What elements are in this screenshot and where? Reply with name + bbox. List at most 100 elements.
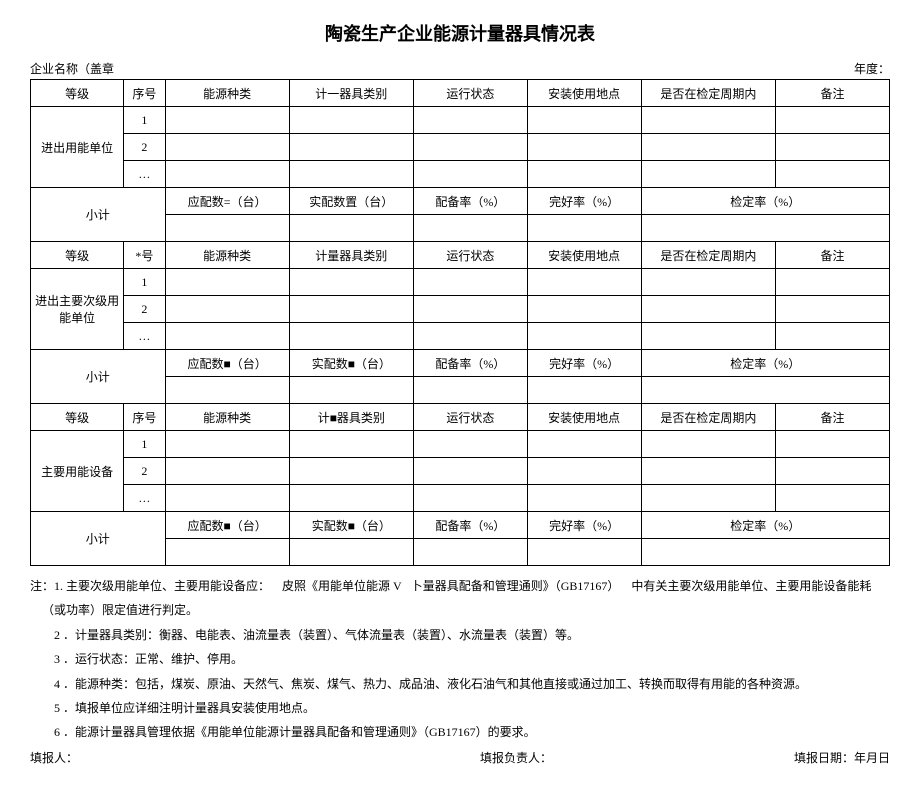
col-level: 等级 <box>31 242 124 269</box>
cell <box>641 107 776 134</box>
cell <box>413 377 527 404</box>
col-install-loc: 安装使用地点 <box>527 242 641 269</box>
cell <box>776 485 890 512</box>
cell <box>641 539 889 566</box>
cell-seq: 1 <box>124 269 165 296</box>
table-row: 进出用能单位 1 <box>31 107 890 134</box>
subtotal-label: 小计 <box>31 188 166 242</box>
cell <box>413 431 527 458</box>
subtotal-cell: 实配数置（台） <box>289 188 413 215</box>
col-energy-type: 能源种类 <box>165 80 289 107</box>
cell <box>289 539 413 566</box>
subtotal-cell: 应配数=（台） <box>165 188 289 215</box>
col-seq: 序号 <box>124 80 165 107</box>
cell <box>776 458 890 485</box>
cell <box>289 107 413 134</box>
cell <box>641 269 776 296</box>
cell <box>527 431 641 458</box>
cell <box>641 458 776 485</box>
cell <box>289 134 413 161</box>
cell <box>776 107 890 134</box>
year-label: 年度： <box>854 60 890 77</box>
table-header-row: 等级 *号 能源种类 计量器具类别 运行状态 安装使用地点 是否在检定周期内 备… <box>31 242 890 269</box>
subtotal-cell: 应配数■（台） <box>165 350 289 377</box>
header-row: 企业名称（盖章 年度： <box>30 60 890 77</box>
cell <box>776 134 890 161</box>
table-row: … <box>31 161 890 188</box>
table-row: … <box>31 323 890 350</box>
col-level: 等级 <box>31 404 124 431</box>
cell <box>641 296 776 323</box>
cell <box>165 377 289 404</box>
col-meter-type: 计一器具类别 <box>289 80 413 107</box>
note-text: 中有关主要次级用能单位、主要用能设备能耗 <box>631 579 871 593</box>
cell <box>165 539 289 566</box>
col-remark: 备注 <box>776 404 890 431</box>
table-row: … <box>31 485 890 512</box>
report-date-label: 填报日期：年月日 <box>794 749 890 766</box>
section-label: 进出主要次级用能单位 <box>31 269 124 350</box>
cell <box>289 323 413 350</box>
cell <box>641 377 889 404</box>
cell <box>413 539 527 566</box>
table-row: 2 <box>31 134 890 161</box>
col-seq: 序号 <box>124 404 165 431</box>
cell <box>413 485 527 512</box>
col-meter-type: 计量器具类别 <box>289 242 413 269</box>
cell <box>527 134 641 161</box>
cell <box>413 458 527 485</box>
col-level: 等级 <box>31 80 124 107</box>
cell <box>289 377 413 404</box>
cell-seq: 1 <box>124 431 165 458</box>
cell-seq: 2 <box>124 134 165 161</box>
cell <box>527 458 641 485</box>
col-remark: 备注 <box>776 80 890 107</box>
cell <box>776 296 890 323</box>
cell <box>527 107 641 134</box>
cell <box>776 431 890 458</box>
col-energy-type: 能源种类 <box>165 404 289 431</box>
cell-seq: 2 <box>124 458 165 485</box>
cell <box>527 485 641 512</box>
col-seq: *号 <box>124 242 165 269</box>
note-4: 4 ．能源种类：包括，煤炭、原油、天然气、焦炭、煤气、热力、成品油、液化石油气和… <box>30 674 890 694</box>
col-within-period: 是否在检定周期内 <box>641 80 776 107</box>
subtotal-cell: 检定率（%） <box>641 350 889 377</box>
cell <box>165 431 289 458</box>
cell-seq: … <box>124 485 165 512</box>
col-remark: 备注 <box>776 242 890 269</box>
subtotal-cell: 检定率（%） <box>641 188 889 215</box>
cell <box>776 161 890 188</box>
cell <box>641 485 776 512</box>
note-6: 6 ．能源计量器具管理依据《用能单位能源计量器具配备和管理通则》（GB17167… <box>30 722 890 742</box>
cell <box>641 431 776 458</box>
notes-section: 注：1. 主要次级用能单位、主要用能设备应： 皮照《用能单位能源 V 卜量器具配… <box>30 576 890 743</box>
cell <box>165 458 289 485</box>
col-run-state: 运行状态 <box>413 80 527 107</box>
cell <box>165 323 289 350</box>
subtotal-cell: 配备率（%） <box>413 512 527 539</box>
note-text: 卜量器具配备和管理通则》（GB17167） <box>411 579 620 593</box>
cell <box>413 269 527 296</box>
cell <box>527 539 641 566</box>
table-row: 2 <box>31 458 890 485</box>
cell <box>413 215 527 242</box>
col-run-state: 运行状态 <box>413 242 527 269</box>
cell <box>165 296 289 323</box>
subtotal-cell: 配备率（%） <box>413 188 527 215</box>
cell <box>776 323 890 350</box>
cell <box>165 269 289 296</box>
col-install-loc: 安装使用地点 <box>527 404 641 431</box>
section-label: 进出用能单位 <box>31 107 124 188</box>
table-row: 进出主要次级用能单位 1 <box>31 269 890 296</box>
cell <box>165 215 289 242</box>
col-run-state: 运行状态 <box>413 404 527 431</box>
cell <box>527 377 641 404</box>
cell <box>641 323 776 350</box>
col-install-loc: 安装使用地点 <box>527 80 641 107</box>
subtotal-row: 小计 应配数■（台） 实配数■（台） 配备率（%） 完好率（%） 检定率（%） <box>31 350 890 377</box>
cell <box>641 215 889 242</box>
section-label: 主要用能设备 <box>31 431 124 512</box>
cell <box>289 296 413 323</box>
subtotal-cell: 实配数■（台） <box>289 350 413 377</box>
